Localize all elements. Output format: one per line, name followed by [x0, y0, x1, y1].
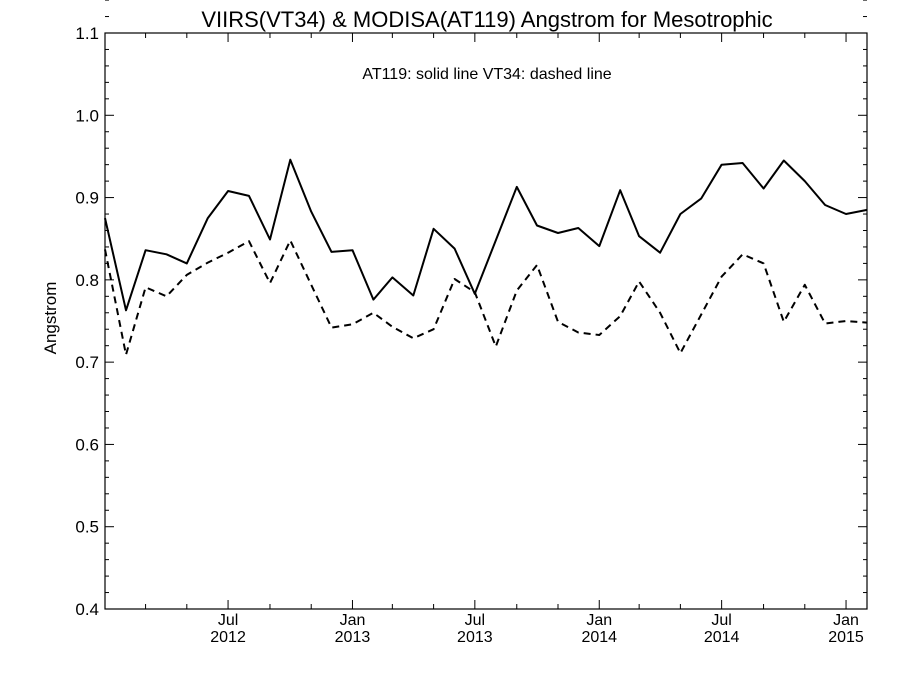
x-tick-label-year: 2014 — [581, 629, 617, 646]
x-tick-label-year: 2013 — [335, 629, 371, 646]
x-tick-label-month: Jan — [340, 612, 366, 629]
y-tick-label: 0.4 — [75, 600, 99, 619]
series-layer — [104, 158, 868, 356]
x-tick-label-month: Jul — [711, 612, 731, 629]
y-tick-label: 1.0 — [75, 106, 99, 125]
y-tick-label: 0.6 — [75, 435, 99, 454]
x-tick-label-month: Jul — [218, 612, 238, 629]
series-line-vt34 — [104, 239, 868, 356]
y-tick-label: 0.9 — [75, 189, 99, 208]
x-tick-label-year: 2014 — [704, 629, 740, 646]
x-tick-label-month: Jul — [465, 612, 485, 629]
y-tick-label: 1.1 — [75, 24, 99, 43]
x-tick-label-year: 2015 — [828, 629, 864, 646]
y-tick-label: 0.8 — [75, 271, 99, 290]
y-tick-label: 0.7 — [75, 353, 99, 372]
series-line-at119 — [104, 158, 868, 312]
plot-frame — [104, 32, 868, 610]
y-axis-label: Angstrom — [41, 282, 60, 355]
y-tick-label: 0.5 — [75, 518, 99, 537]
x-tick-label-month: Jan — [833, 612, 859, 629]
x-tick-label-month: Jan — [586, 612, 612, 629]
chart-title: VIIRS(VT34) & MODISA(AT119) Angstrom for… — [201, 7, 772, 32]
axis-ticks: 0.40.50.60.70.80.91.01.1Jul2012Jan2013Ju… — [75, 0, 867, 646]
series-annotation: AT119: solid line VT34: dashed line — [362, 66, 611, 83]
x-tick-label-year: 2013 — [457, 629, 493, 646]
x-tick-label-year: 2012 — [210, 629, 246, 646]
